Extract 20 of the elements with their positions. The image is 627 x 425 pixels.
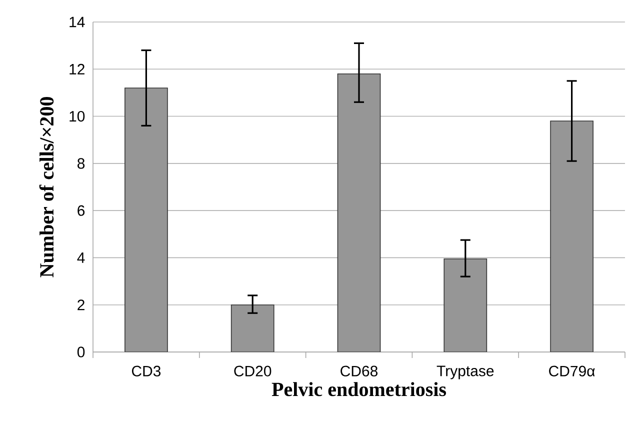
y-tick-label: 0 bbox=[77, 346, 85, 358]
y-tick-label: 2 bbox=[78, 300, 84, 310]
y-tick-label: 8 bbox=[78, 158, 85, 169]
y-tick-label: 6 bbox=[78, 205, 85, 216]
y-tick-label: 14 bbox=[70, 16, 85, 28]
bar bbox=[337, 73, 381, 352]
y-tick-label: 10 bbox=[70, 110, 85, 122]
y-tick-label: 12 bbox=[70, 64, 84, 74]
x-tick-label: Tryptase bbox=[436, 366, 494, 380]
bar bbox=[124, 88, 168, 352]
bar bbox=[444, 258, 488, 352]
x-tick-label: CD20 bbox=[234, 366, 272, 376]
x-axis-title: Pelvic endometriosis bbox=[272, 382, 446, 396]
bar bbox=[550, 120, 594, 352]
x-tick-label: CD68 bbox=[340, 366, 378, 376]
x-tick-label: CD79α bbox=[549, 366, 595, 376]
y-tick-label: 4 bbox=[77, 252, 85, 263]
bar bbox=[230, 304, 274, 352]
y-axis-title: Number of cells/×200 bbox=[39, 97, 54, 278]
x-tick-label: CD3 bbox=[132, 366, 161, 376]
